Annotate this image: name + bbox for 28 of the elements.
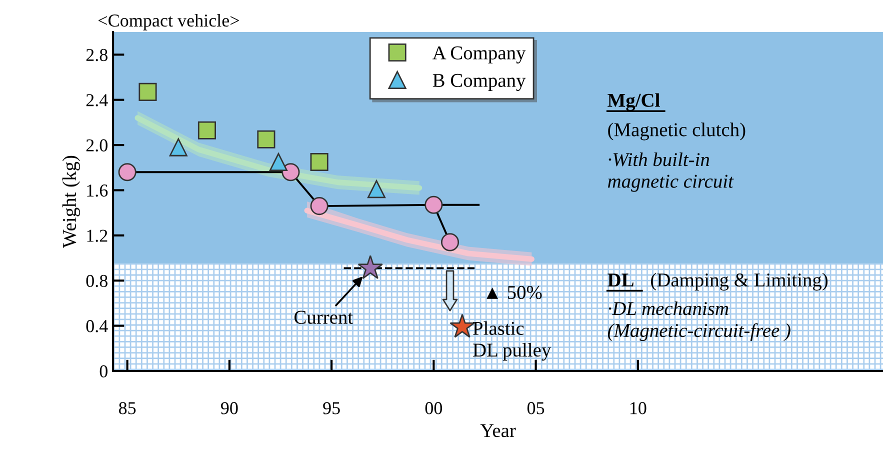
annotation: DL [608, 274, 634, 286]
annotation: ▲ 50% [486, 286, 542, 300]
annotation: Plastic DL pulley [473, 321, 552, 361]
y-tick-label: 0.4 [86, 320, 108, 332]
x-tick-label: 05 [527, 402, 544, 414]
x-axis-title: Year [480, 424, 516, 438]
annotation: Mg/Cl [608, 93, 660, 111]
x-tick-label: 90 [220, 402, 238, 414]
y-tick-label: 1.2 [87, 230, 108, 242]
legend-label: A Company [432, 46, 526, 64]
annotation: ·DL mechanism (Magnetic-circuit-free ) [608, 301, 790, 342]
y-tick-label: 2.4 [86, 94, 108, 106]
legend-label: B Company [432, 74, 526, 92]
y-tick-label: 2.0 [86, 139, 108, 152]
x-tick-label: 95 [323, 402, 340, 414]
x-tick-label: 10 [630, 402, 646, 414]
y-tick-label: 1.6 [87, 184, 108, 197]
annotation: Current [294, 310, 353, 324]
y-tick-label: 2.8 [86, 48, 108, 62]
chart-title: <Compact vehicle> [98, 14, 239, 30]
annotation: (Damping & Limiting) [651, 272, 828, 291]
annotation: ·With built-in magnetic circuit [608, 152, 734, 192]
x-tick-label: 85 [118, 402, 136, 414]
y-axis-title: Weight (kg) [62, 156, 80, 248]
annotation: (Magnetic clutch) [608, 122, 746, 140]
y-tick-label: 0.8 [86, 274, 108, 288]
y-tick-label: 0 [100, 365, 108, 378]
x-tick-label: 00 [425, 402, 442, 414]
